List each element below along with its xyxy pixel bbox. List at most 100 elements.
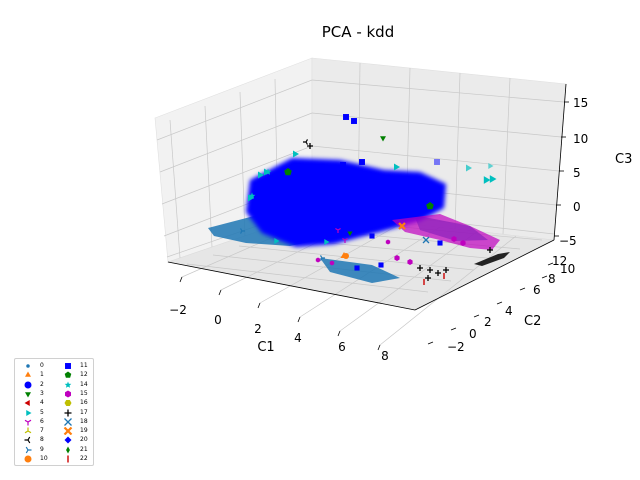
legend-label: 0 [40, 362, 44, 369]
x-tick-label: 0 [214, 313, 222, 327]
series-17-marker [427, 267, 433, 273]
legend-marker-icon [26, 409, 32, 416]
y-tick-label: 4 [505, 304, 513, 318]
legend-marker-icon [24, 381, 32, 389]
legend-label: 10 [40, 455, 48, 462]
legend-marker-icon [24, 419, 32, 426]
z-tick-label: 5 [573, 166, 581, 180]
y-tick-label: 8 [548, 272, 556, 286]
legend-label: 19 [80, 427, 88, 435]
legend-marker-icon [64, 371, 72, 379]
legend-marker-icon [64, 409, 72, 416]
legend-marker-icon [63, 427, 73, 436]
series-17-cloud [474, 252, 510, 266]
legend-label: 22 [80, 455, 88, 462]
legend-label: 3 [40, 389, 44, 397]
series-14-marker [248, 192, 256, 199]
legend-label: 12 [80, 371, 88, 379]
series-15-marker [407, 259, 413, 265]
series-9-marker [239, 228, 245, 234]
z-axis-label: C3 [615, 152, 632, 167]
series-20-marker [352, 209, 360, 217]
legend-marker-icon [24, 400, 30, 407]
series-5-marker [324, 239, 330, 245]
legend: 0 1 2 3 4 5 6 7 8 9 10 11 12 14 15 16 17 18 19 20 21 22 [14, 358, 94, 466]
legend-marker-icon [25, 371, 31, 378]
z-tick-label: 15 [573, 96, 588, 110]
legend-label: 4 [40, 399, 44, 407]
legend-label: 8 [40, 436, 44, 444]
legend-label: 21 [80, 445, 88, 453]
x-axis-label: C1 [257, 340, 274, 355]
series-11-marker [354, 265, 360, 271]
legend-marker-icon [64, 417, 72, 426]
legend-marker-icon [25, 446, 32, 453]
series-11-marker [340, 162, 346, 168]
y-tick-label: −2 [447, 340, 465, 354]
legend-marker-icon [64, 400, 72, 407]
legend-label: 14 [80, 380, 88, 388]
z-tick-label: −5 [559, 234, 577, 248]
series-15-marker [329, 260, 335, 266]
legend-label: 9 [40, 445, 44, 453]
legend-marker-icon [25, 392, 31, 398]
series-5-marker [274, 238, 280, 244]
x-tick-label: 8 [381, 349, 389, 363]
series-6-marker [342, 237, 348, 243]
axis-lines [167, 83, 567, 311]
series-14-marker [264, 168, 272, 175]
z-tick-label: 0 [573, 200, 581, 214]
series-19-marker [398, 222, 406, 230]
legend-marker-icon [66, 446, 70, 454]
series-6-marker [335, 227, 341, 233]
legend-marker-icon [64, 381, 72, 388]
series-15-cloud [392, 214, 500, 250]
series-11-marker [351, 118, 357, 124]
series-9-marker [319, 255, 325, 261]
legend-label: 7 [40, 427, 44, 435]
series-11-marker [434, 159, 440, 165]
series-5-marker [488, 163, 494, 169]
series-11-marker [343, 114, 349, 120]
legend-label: 17 [80, 408, 88, 416]
series-11-marker [359, 159, 365, 165]
series-15-marker [385, 239, 391, 245]
series-15-marker [460, 240, 466, 246]
series-17-marker [417, 265, 423, 271]
series-11-marker [437, 240, 443, 246]
legend-marker-icon [24, 437, 31, 444]
series-17-marker [425, 275, 431, 281]
series-8-marker [303, 139, 309, 145]
series-5-marker [489, 175, 497, 183]
series-11-marker [405, 185, 411, 191]
z-tick-label: 10 [573, 132, 588, 146]
x-tick-label: 4 [294, 331, 302, 345]
series-3-marker [347, 231, 353, 236]
series-12-marker [284, 168, 292, 176]
series-11-marker [346, 177, 352, 183]
legend-label: 11 [80, 362, 88, 369]
x-tick-label: 2 [254, 322, 262, 336]
chart-title: PCA - kdd [322, 23, 394, 41]
y-tick-label: 0 [469, 327, 477, 341]
legend-label: 6 [40, 417, 44, 425]
legend-marker-icon [24, 427, 32, 434]
legend-label: 16 [80, 399, 88, 407]
series-15-marker [315, 257, 321, 263]
x-tick-label: 6 [338, 340, 346, 354]
y-axis-label: C2 [524, 314, 541, 329]
legend-marker-icon [24, 455, 32, 463]
series-5-marker [293, 150, 299, 158]
legend-marker-icon [65, 390, 71, 398]
series-5-marker [466, 164, 472, 172]
y-tick-label: 10 [560, 262, 575, 276]
series-5-marker [483, 176, 491, 184]
series-11-marker [369, 233, 375, 239]
series-5-marker [258, 171, 264, 179]
legend-label: 5 [40, 408, 44, 416]
x-tick-label: −2 [169, 303, 187, 317]
legend-label: 1 [40, 371, 44, 379]
legend-marker-icon [64, 436, 72, 444]
series-11-marker [363, 179, 369, 185]
